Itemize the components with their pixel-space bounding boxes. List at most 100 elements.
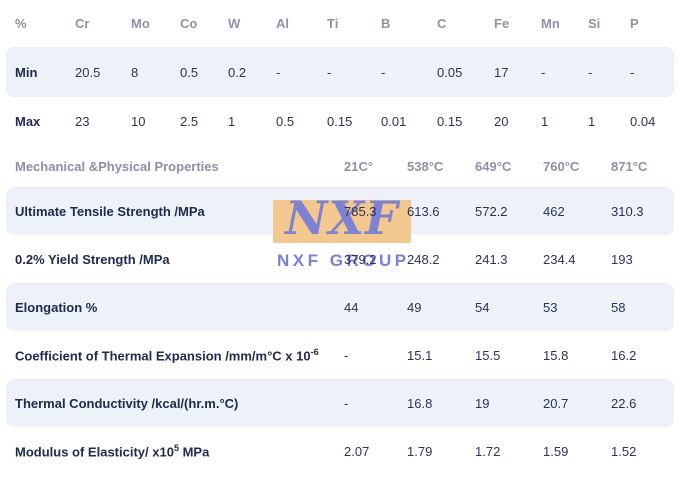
min-ti: - [327, 64, 332, 80]
modulus-label-suffix: MPa [178, 444, 210, 460]
tc-21c: - [344, 395, 349, 411]
temp-649c: 649°C [475, 159, 512, 174]
col-c: C [437, 16, 447, 31]
col-w: W [228, 16, 241, 31]
yield-649c: 241.3 [475, 251, 508, 267]
min-mn: - [541, 64, 546, 80]
elongation-871c: 58 [611, 299, 626, 315]
max-si: 1 [588, 114, 596, 129]
max-mo: 10 [131, 114, 146, 129]
cte-row: Coefficient of Thermal Expansion /mm/m°C… [0, 331, 680, 379]
min-co: 0.5 [180, 64, 199, 80]
modulus-21c: 2.07 [344, 443, 370, 459]
yield-row: 0.2% Yield Strength /MPa 379.2 248.2 241… [0, 235, 680, 283]
section-title: Mechanical &Physical Properties [15, 159, 219, 174]
modulus-row: Modulus of Elasticity/ x105 MPa 2.07 1.7… [0, 427, 680, 475]
min-label: Min [15, 64, 38, 80]
min-mo: 8 [131, 64, 139, 80]
tc-871c: 22.6 [611, 395, 637, 411]
max-cr: 23 [75, 114, 90, 129]
cte-exponent: -6 [310, 346, 319, 357]
col-b: B [381, 16, 391, 31]
max-label: Max [15, 114, 41, 129]
composition-header-row: % Cr Mo Co W Al Ti B C Fe Mn Si P [0, 0, 680, 47]
stripe-thermal-conductivity-row [6, 379, 674, 427]
max-fe: 20 [494, 114, 509, 129]
temp-538c: 538°C [407, 159, 444, 174]
col-mo: Mo [131, 16, 150, 31]
uts-21c: 785.3 [344, 203, 377, 219]
max-c: 0.15 [437, 114, 463, 129]
elongation-649c: 54 [475, 299, 490, 315]
yield-871c: 193 [611, 251, 633, 267]
modulus-label-text: Modulus of Elasticity/ x10 [15, 444, 174, 460]
elongation-760c: 53 [543, 299, 558, 315]
max-b: 0.01 [381, 114, 407, 129]
min-c: 0.05 [437, 64, 463, 80]
uts-label: Ultimate Tensile Strength /MPa [15, 203, 205, 219]
col-fe: Fe [494, 16, 510, 31]
cte-label-text: Coefficient of Thermal Expansion /mm/m°C… [15, 348, 311, 364]
col-co: Co [180, 16, 198, 31]
col-percent: % [15, 16, 27, 31]
stripe-min-row [6, 47, 674, 97]
elongation-538c: 49 [407, 299, 422, 315]
max-ti: 0.15 [327, 114, 353, 129]
col-mn: Mn [541, 16, 560, 31]
min-b: - [381, 64, 386, 80]
cte-label: Coefficient of Thermal Expansion /mm/m°C… [15, 347, 344, 363]
min-si: - [588, 64, 593, 80]
tc-649c: 19 [475, 395, 490, 411]
uts-871c: 310.3 [611, 203, 644, 219]
col-cr: Cr [75, 16, 90, 31]
max-p: 0.04 [630, 114, 656, 129]
composition-max-row: Max 23 10 2.5 1 0.5 0.15 0.01 0.15 20 1 … [0, 97, 680, 146]
min-w: 0.2 [228, 64, 247, 80]
modulus-871c: 1.52 [611, 443, 637, 459]
elongation-label: Elongation % [15, 299, 98, 315]
cte-538c: 15.1 [407, 347, 433, 363]
modulus-649c: 1.72 [475, 443, 501, 459]
max-mn: 1 [541, 114, 549, 129]
max-w: 1 [228, 114, 236, 129]
uts-649c: 572.2 [475, 203, 508, 219]
max-co: 2.5 [180, 114, 199, 129]
temp-760c: 760°C [543, 159, 580, 174]
stripe-elongation-row [6, 283, 674, 331]
modulus-label: Modulus of Elasticity/ x105 MPa [15, 443, 344, 459]
thermal-conductivity-row: Thermal Conductivity /kcal/(hr.m.°C) - 1… [0, 379, 680, 427]
tc-760c: 20.7 [543, 395, 569, 411]
min-fe: 17 [494, 64, 509, 80]
elongation-21c: 44 [344, 299, 359, 315]
uts-538c: 613.6 [407, 203, 440, 219]
col-p: P [630, 16, 639, 31]
yield-538c: 248.2 [407, 251, 440, 267]
col-si: Si [588, 16, 601, 31]
cte-871c: 16.2 [611, 347, 637, 363]
uts-760c: 462 [543, 203, 565, 219]
cte-21c: - [344, 347, 349, 363]
min-al: - [276, 64, 281, 80]
modulus-exponent: 5 [173, 442, 179, 453]
min-p: - [630, 64, 635, 80]
yield-760c: 234.4 [543, 251, 576, 267]
yield-21c: 379.2 [344, 251, 377, 267]
modulus-538c: 1.79 [407, 443, 433, 459]
cte-649c: 15.5 [475, 347, 501, 363]
col-al: Al [276, 16, 289, 31]
yield-label: 0.2% Yield Strength /MPa [15, 251, 170, 267]
modulus-760c: 1.59 [543, 443, 569, 459]
min-cr: 20.5 [75, 64, 101, 80]
mechanical-section-header: Mechanical &Physical Properties 21C° 538… [0, 146, 680, 187]
col-ti: Ti [327, 16, 339, 31]
composition-min-row: Min 20.5 8 0.5 0.2 - - - 0.05 17 - - - [0, 47, 680, 97]
max-al: 0.5 [276, 114, 295, 129]
elongation-row: Elongation % 44 49 54 53 58 [0, 283, 680, 331]
tc-label: Thermal Conductivity /kcal/(hr.m.°C) [15, 395, 239, 411]
temp-871c: 871°C [611, 159, 648, 174]
temp-21c: 21C° [344, 159, 374, 174]
tc-538c: 16.8 [407, 395, 433, 411]
uts-row: Ultimate Tensile Strength /MPa 785.3 613… [0, 187, 680, 235]
